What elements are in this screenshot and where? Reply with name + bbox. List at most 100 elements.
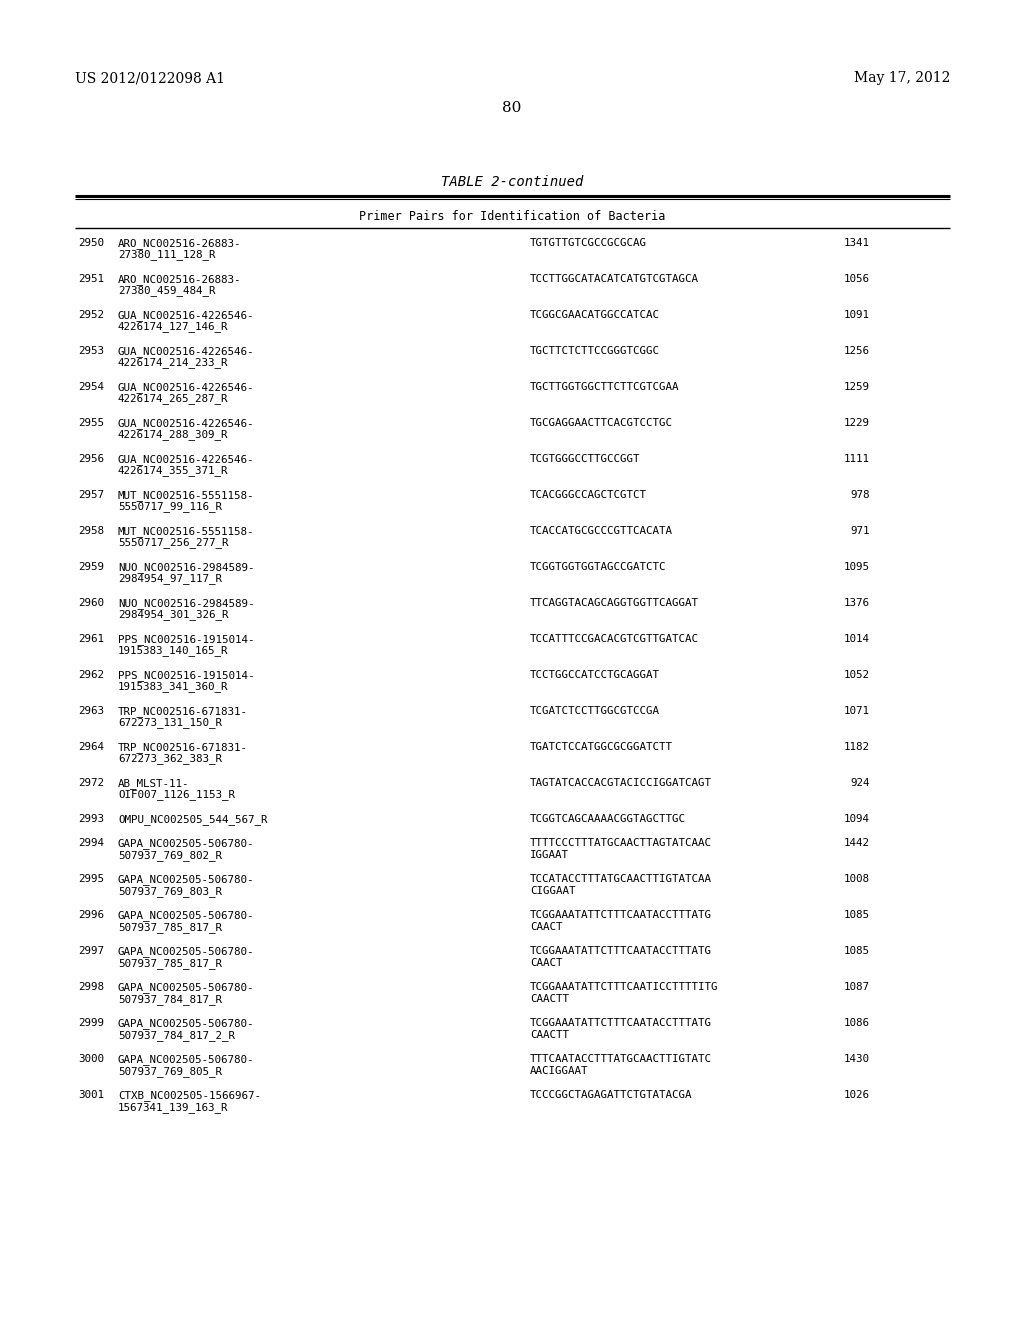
Text: 2956: 2956	[78, 454, 104, 465]
Text: 507937_785_817_R: 507937_785_817_R	[118, 958, 222, 969]
Text: 2963: 2963	[78, 706, 104, 715]
Text: AB_MLST-11-: AB_MLST-11-	[118, 777, 189, 789]
Text: TCCATACCTTTATGCAACTTIGTATCAA: TCCATACCTTTATGCAACTTIGTATCAA	[530, 874, 712, 884]
Text: AACIGGAAT: AACIGGAAT	[530, 1067, 589, 1076]
Text: 2972: 2972	[78, 777, 104, 788]
Text: 2953: 2953	[78, 346, 104, 356]
Text: TRP_NC002516-671831-: TRP_NC002516-671831-	[118, 742, 248, 752]
Text: GAPA_NC002505-506780-: GAPA_NC002505-506780-	[118, 911, 255, 921]
Text: 1056: 1056	[844, 275, 870, 284]
Text: TCCATTTCCGACACGTCGTTGATCAC: TCCATTTCCGACACGTCGTTGATCAC	[530, 634, 699, 644]
Text: TAGTATCACCACGTACICCIGGATCAGT: TAGTATCACCACGTACICCIGGATCAGT	[530, 777, 712, 788]
Text: TCCTGGCCATCCTGCAGGAT: TCCTGGCCATCCTGCAGGAT	[530, 671, 660, 680]
Text: 924: 924	[851, 777, 870, 788]
Text: PPS_NC002516-1915014-: PPS_NC002516-1915014-	[118, 671, 255, 681]
Text: 2952: 2952	[78, 310, 104, 319]
Text: NUO_NC002516-2984589-: NUO_NC002516-2984589-	[118, 562, 255, 573]
Text: 2984954_97_117_R: 2984954_97_117_R	[118, 573, 222, 585]
Text: GAPA_NC002505-506780-: GAPA_NC002505-506780-	[118, 946, 255, 957]
Text: 1094: 1094	[844, 814, 870, 824]
Text: MUT_NC002516-5551158-: MUT_NC002516-5551158-	[118, 525, 255, 537]
Text: 672273_131_150_R: 672273_131_150_R	[118, 718, 222, 729]
Text: GAPA_NC002505-506780-: GAPA_NC002505-506780-	[118, 1019, 255, 1030]
Text: 3000: 3000	[78, 1055, 104, 1064]
Text: 5550717_99_116_R: 5550717_99_116_R	[118, 502, 222, 512]
Text: TCGGAAATATTCTTTCAATACCTTTATG: TCGGAAATATTCTTTCAATACCTTTATG	[530, 1019, 712, 1028]
Text: 1567341_139_163_R: 1567341_139_163_R	[118, 1102, 228, 1113]
Text: TCGGCGAACATGGCCATCAC: TCGGCGAACATGGCCATCAC	[530, 310, 660, 319]
Text: 1086: 1086	[844, 1019, 870, 1028]
Text: CAACT: CAACT	[530, 958, 562, 968]
Text: 978: 978	[851, 490, 870, 500]
Text: 2993: 2993	[78, 814, 104, 824]
Text: 2961: 2961	[78, 634, 104, 644]
Text: TGATCTCCATGGCGCGGATCTT: TGATCTCCATGGCGCGGATCTT	[530, 742, 673, 752]
Text: GAPA_NC002505-506780-: GAPA_NC002505-506780-	[118, 982, 255, 994]
Text: GUA_NC002516-4226546-: GUA_NC002516-4226546-	[118, 346, 255, 356]
Text: TTCAGGTACAGCAGGTGGTTCAGGAT: TTCAGGTACAGCAGGTGGTTCAGGAT	[530, 598, 699, 609]
Text: 507937_769_805_R: 507937_769_805_R	[118, 1067, 222, 1077]
Text: GAPA_NC002505-506780-: GAPA_NC002505-506780-	[118, 838, 255, 849]
Text: 1085: 1085	[844, 911, 870, 920]
Text: TRP_NC002516-671831-: TRP_NC002516-671831-	[118, 706, 248, 717]
Text: 1014: 1014	[844, 634, 870, 644]
Text: TGTGTTGTCGCCGCGCAG: TGTGTTGTCGCCGCGCAG	[530, 238, 647, 248]
Text: NUO_NC002516-2984589-: NUO_NC002516-2984589-	[118, 598, 255, 609]
Text: May 17, 2012: May 17, 2012	[854, 71, 950, 84]
Text: OMPU_NC002505_544_567_R: OMPU_NC002505_544_567_R	[118, 814, 267, 825]
Text: 2954: 2954	[78, 381, 104, 392]
Text: Primer Pairs for Identification of Bacteria: Primer Pairs for Identification of Bacte…	[358, 210, 666, 223]
Text: 507937_769_802_R: 507937_769_802_R	[118, 850, 222, 861]
Text: TCCCGGCTAGAGATTCTGTATACGA: TCCCGGCTAGAGATTCTGTATACGA	[530, 1090, 692, 1101]
Text: 2960: 2960	[78, 598, 104, 609]
Text: 507937_784_817_2_R: 507937_784_817_2_R	[118, 1030, 234, 1041]
Text: CTXB_NC002505-1566967-: CTXB_NC002505-1566967-	[118, 1090, 261, 1101]
Text: 507937_769_803_R: 507937_769_803_R	[118, 886, 222, 896]
Text: 2957: 2957	[78, 490, 104, 500]
Text: 27380_459_484_R: 27380_459_484_R	[118, 285, 215, 297]
Text: 5550717_256_277_R: 5550717_256_277_R	[118, 537, 228, 548]
Text: GUA_NC002516-4226546-: GUA_NC002516-4226546-	[118, 310, 255, 321]
Text: 1376: 1376	[844, 598, 870, 609]
Text: 1026: 1026	[844, 1090, 870, 1101]
Text: 507937_785_817_R: 507937_785_817_R	[118, 921, 222, 933]
Text: 4226174_355_371_R: 4226174_355_371_R	[118, 466, 228, 477]
Text: TCCTTGGCATACATCATGTCGTAGCA: TCCTTGGCATACATCATGTCGTAGCA	[530, 275, 699, 284]
Text: 1229: 1229	[844, 418, 870, 428]
Text: 2996: 2996	[78, 911, 104, 920]
Text: GAPA_NC002505-506780-: GAPA_NC002505-506780-	[118, 1055, 255, 1065]
Text: 2951: 2951	[78, 275, 104, 284]
Text: 672273_362_383_R: 672273_362_383_R	[118, 754, 222, 764]
Text: 2984954_301_326_R: 2984954_301_326_R	[118, 610, 228, 620]
Text: 1430: 1430	[844, 1055, 870, 1064]
Text: 1182: 1182	[844, 742, 870, 752]
Text: TGCGAGGAACTTCACGTCCTGC: TGCGAGGAACTTCACGTCCTGC	[530, 418, 673, 428]
Text: 2998: 2998	[78, 982, 104, 993]
Text: 1095: 1095	[844, 562, 870, 572]
Text: 1341: 1341	[844, 238, 870, 248]
Text: TTTTCCCTTTATGCAACTTAGTATCAAC: TTTTCCCTTTATGCAACTTAGTATCAAC	[530, 838, 712, 849]
Text: TGCTTGGTGGCTTCTTCGTCGAA: TGCTTGGTGGCTTCTTCGTCGAA	[530, 381, 680, 392]
Text: 2997: 2997	[78, 946, 104, 957]
Text: TCGGAAATATTCTTTCAATACCTTTATG: TCGGAAATATTCTTTCAATACCTTTATG	[530, 946, 712, 957]
Text: US 2012/0122098 A1: US 2012/0122098 A1	[75, 71, 225, 84]
Text: CAACTT: CAACTT	[530, 1030, 569, 1040]
Text: TCGGAAATATTCTTTCAATICCTTTTITG: TCGGAAATATTCTTTCAATICCTTTTITG	[530, 982, 719, 993]
Text: GAPA_NC002505-506780-: GAPA_NC002505-506780-	[118, 874, 255, 886]
Text: 1915383_341_360_R: 1915383_341_360_R	[118, 681, 228, 693]
Text: CAACTT: CAACTT	[530, 994, 569, 1005]
Text: GUA_NC002516-4226546-: GUA_NC002516-4226546-	[118, 381, 255, 393]
Text: 971: 971	[851, 525, 870, 536]
Text: 1091: 1091	[844, 310, 870, 319]
Text: 1085: 1085	[844, 946, 870, 957]
Text: TTTCAATACCTTTATGCAACTTIGTATC: TTTCAATACCTTTATGCAACTTIGTATC	[530, 1055, 712, 1064]
Text: TCACCATGCGCCCGTTCACATA: TCACCATGCGCCCGTTCACATA	[530, 525, 673, 536]
Text: 3001: 3001	[78, 1090, 104, 1101]
Text: TCGGTCAGCAAAACGGTAGCTTGC: TCGGTCAGCAAAACGGTAGCTTGC	[530, 814, 686, 824]
Text: 4226174_127_146_R: 4226174_127_146_R	[118, 322, 228, 333]
Text: TCGGAAATATTCTTTCAATACCTTTATG: TCGGAAATATTCTTTCAATACCTTTATG	[530, 911, 712, 920]
Text: 1052: 1052	[844, 671, 870, 680]
Text: 2995: 2995	[78, 874, 104, 884]
Text: 2962: 2962	[78, 671, 104, 680]
Text: 1256: 1256	[844, 346, 870, 356]
